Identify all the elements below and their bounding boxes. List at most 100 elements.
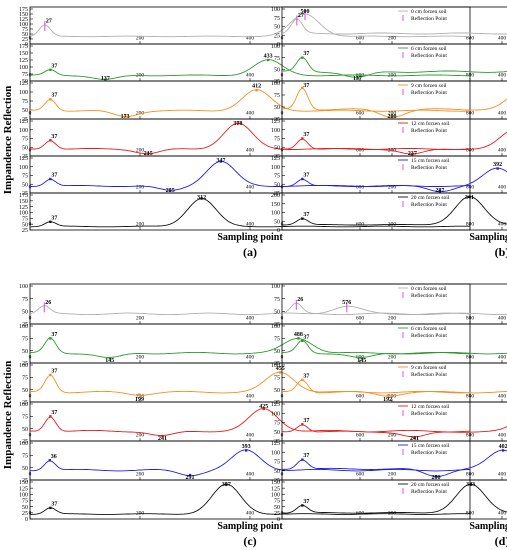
y-tick-label: 25 bbox=[274, 79, 280, 85]
legend-series-name: 0 cm forzen soil bbox=[411, 8, 447, 15]
y-tick-label: 200 bbox=[271, 193, 280, 199]
y-tick-label: 175 bbox=[19, 44, 28, 50]
series-line bbox=[30, 89, 471, 117]
peak-marker bbox=[434, 475, 438, 478]
peak-label: 192 bbox=[383, 397, 392, 403]
y-tick-label: 50 bbox=[22, 79, 28, 85]
peak-marker bbox=[219, 160, 223, 163]
series-line bbox=[282, 196, 507, 226]
y-tick-label: 75 bbox=[274, 460, 280, 466]
peak-label: 37 bbox=[51, 93, 57, 99]
y-tick-label: 100 bbox=[19, 493, 28, 499]
legend-series-name: 6 cm forzen soil bbox=[411, 325, 447, 332]
subplot-3: 2550751000200400600800371924949cm frozen… bbox=[271, 362, 507, 406]
series-line bbox=[30, 449, 470, 477]
y-tick-label: 50 bbox=[274, 219, 280, 225]
series-line bbox=[282, 424, 507, 438]
peak-label: 173 bbox=[121, 114, 130, 120]
peak-marker bbox=[49, 337, 52, 340]
x-tick-label: 200 bbox=[136, 355, 145, 361]
x-tick-label: 400 bbox=[246, 433, 255, 439]
peak-label: 37 bbox=[51, 332, 57, 338]
peak-marker bbox=[496, 167, 499, 170]
x-tick-label: 200 bbox=[388, 185, 397, 191]
x-tick-label: 800 bbox=[466, 185, 475, 191]
peak-label: 37 bbox=[303, 132, 309, 138]
x-tick-label: 600 bbox=[356, 433, 365, 439]
series-line bbox=[29, 122, 470, 155]
y-tick-label: 75 bbox=[22, 174, 28, 180]
x-tick-label: 800 bbox=[466, 433, 475, 439]
y-tick-label: 0 bbox=[25, 42, 28, 48]
y-tick-label: 25 bbox=[22, 361, 28, 367]
peak-marker bbox=[49, 98, 52, 101]
series-line bbox=[281, 131, 507, 155]
peak-marker bbox=[266, 58, 270, 62]
peak-marker bbox=[301, 86, 304, 89]
legend-marker-label: Reflection Point bbox=[411, 371, 447, 378]
x-tick-label: 200 bbox=[388, 433, 397, 439]
peak-label: 455 bbox=[276, 366, 285, 372]
y-tick-label: 100 bbox=[19, 22, 28, 28]
x-tick-label: 400 bbox=[246, 511, 255, 517]
x-tick-label: 400 bbox=[246, 148, 255, 154]
panel-caption: (a) bbox=[243, 245, 257, 259]
y-tick-label: 100 bbox=[19, 363, 28, 369]
y-tick-label: 75 bbox=[22, 27, 28, 33]
y-tick-label: 75 bbox=[22, 415, 28, 421]
y-tick-label: 25 bbox=[22, 154, 28, 160]
legend-marker-label: Reflection Point bbox=[411, 164, 447, 171]
peak-marker bbox=[301, 56, 304, 59]
series-line bbox=[281, 56, 507, 78]
x-tick-label: 200 bbox=[136, 472, 145, 478]
x-tick-label: 400 bbox=[498, 73, 507, 79]
x-tick-label: 200 bbox=[136, 36, 145, 42]
x-tick-label: 800 bbox=[466, 222, 475, 228]
y-tick-label: 50 bbox=[22, 388, 28, 394]
peak-label: 27 bbox=[46, 19, 52, 25]
y-tick-label: 50 bbox=[274, 145, 280, 151]
peak-marker bbox=[301, 217, 304, 220]
x-tick-label: 0 bbox=[281, 355, 284, 361]
peak-label: 312 bbox=[197, 195, 206, 201]
peak-label: 36 bbox=[51, 454, 57, 460]
y-tick-label: 125 bbox=[19, 486, 28, 492]
y-tick-label: 25 bbox=[274, 511, 280, 517]
series-line bbox=[30, 483, 470, 515]
peak-label: 576 bbox=[342, 300, 351, 306]
peak-marker bbox=[49, 373, 52, 377]
peak-label: 37 bbox=[303, 373, 309, 379]
x-tick-label: 400 bbox=[498, 316, 507, 322]
peak-marker bbox=[301, 339, 304, 342]
y-tick-label: 50 bbox=[274, 105, 280, 111]
y-tick-label: 0 bbox=[25, 517, 28, 523]
y-tick-label: 175 bbox=[19, 193, 28, 199]
legend-series-name: 15 cm forzen soil bbox=[411, 157, 450, 164]
x-tick-label: 0 bbox=[281, 433, 284, 439]
series-line bbox=[29, 305, 471, 316]
y-tick-label: 125 bbox=[19, 81, 28, 87]
y-tick-label: 75 bbox=[22, 72, 28, 78]
peak-marker bbox=[161, 434, 164, 438]
legend-series-name: 20 cm forzen soil bbox=[411, 194, 450, 201]
y-tick-label: 125 bbox=[271, 119, 280, 125]
peak-marker bbox=[386, 394, 389, 397]
x-tick-label: 600 bbox=[356, 394, 365, 400]
x-tick-label: 200 bbox=[388, 511, 397, 517]
series-line bbox=[281, 483, 507, 514]
x-tick-label: 200 bbox=[388, 36, 397, 42]
x-tick-label: 0 bbox=[281, 185, 284, 191]
subplot-6: 05010015020002004006008003734120 cm forz… bbox=[271, 192, 507, 234]
y-tick-label: 25 bbox=[274, 154, 280, 160]
peak-label: 347 bbox=[216, 158, 225, 164]
legend-series-name: 15 cm forzen soil bbox=[411, 442, 450, 449]
y-tick-label: 75 bbox=[22, 297, 28, 303]
x-tick-label: 0 bbox=[29, 355, 32, 361]
y-tick-label: 125 bbox=[271, 441, 280, 447]
x-tick-label: 0 bbox=[29, 36, 32, 42]
y-tick-label: 25 bbox=[274, 478, 280, 484]
y-tick-label: 75 bbox=[274, 297, 280, 303]
x-tick-label: 0 bbox=[281, 472, 284, 478]
y-tick-label: 50 bbox=[274, 182, 280, 188]
